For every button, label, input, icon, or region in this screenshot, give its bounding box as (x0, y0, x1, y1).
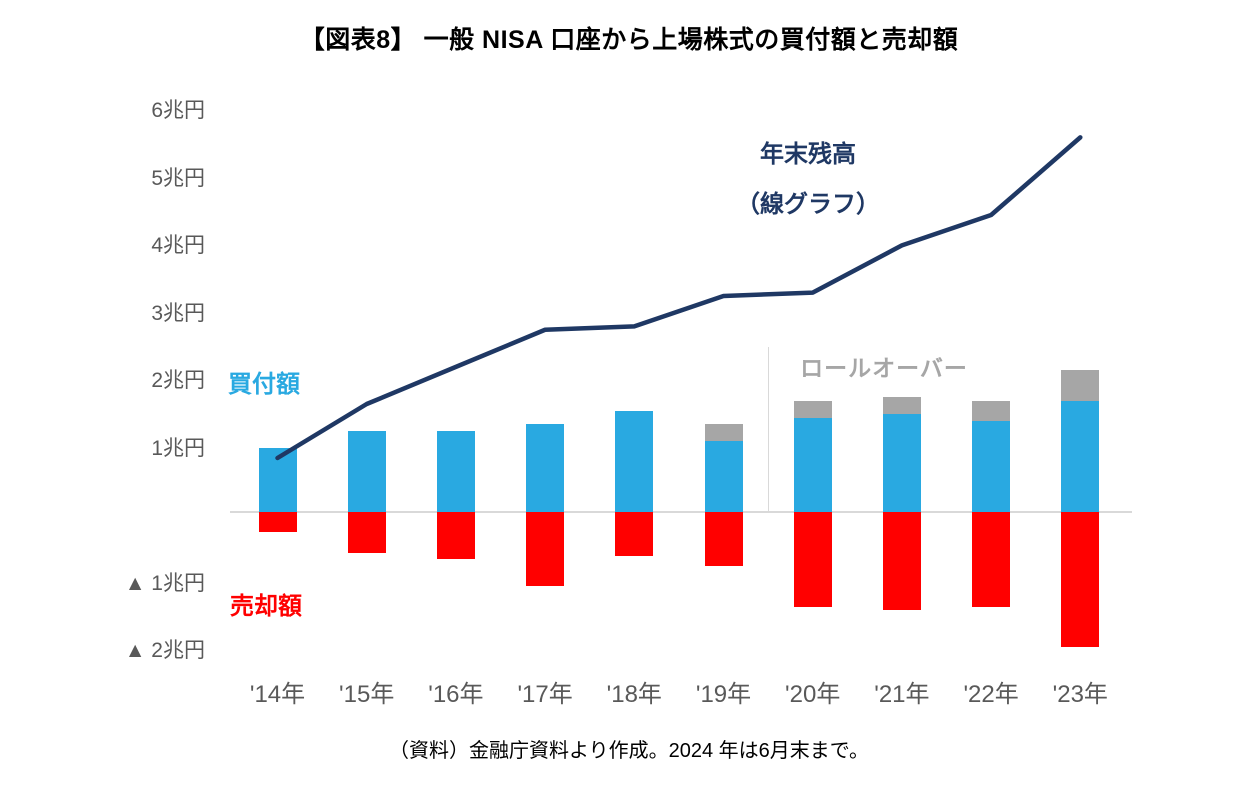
buy-bar (793, 417, 832, 512)
x-axis-tick-label: '21年 (874, 681, 930, 708)
y-axis-tick-label: 4兆円 (151, 234, 205, 257)
buy-bar (615, 410, 654, 512)
x-axis-tick-label: '20年 (785, 681, 841, 708)
x-axis-tick-label: '23年 (1052, 681, 1108, 708)
sell-bar (258, 512, 297, 533)
x-axis-tick-label: '19年 (695, 681, 752, 708)
buy-bar (972, 420, 1011, 512)
buy-bar (1061, 400, 1100, 512)
x-axis-baseline (230, 511, 1132, 513)
sell-bar (436, 512, 475, 560)
x-axis-tick-label: '17年 (517, 681, 573, 708)
buy-bar (347, 431, 386, 512)
rollover-bar (882, 397, 921, 415)
y-axis-tick-label: 1兆円 (151, 436, 205, 460)
x-axis-tick-label: '15年 (339, 681, 395, 708)
y-axis-tick-label: 3兆円 (151, 301, 205, 325)
sell-bar (347, 512, 386, 553)
buy-bar (882, 414, 921, 512)
sell-bar (972, 512, 1011, 607)
legend-balance-sub: （線グラフ） (736, 191, 880, 218)
x-axis-tick-label: '22年 (963, 681, 1019, 708)
legend-sell: 売却額 (230, 593, 302, 620)
y-axis-tick-label: 2兆円 (151, 369, 205, 392)
x-axis-tick-label: '14年 (249, 681, 306, 708)
rollover-period-divider (768, 347, 769, 512)
legend-balance-name: 年末残高 (760, 141, 856, 168)
source-note: （資料）金融庁資料より作成。2024 年は6月末まで。 (389, 740, 869, 762)
buy-bar (258, 447, 297, 512)
sell-bar (1061, 512, 1100, 647)
sell-bar (615, 512, 654, 556)
rollover-bar (704, 424, 743, 442)
x-axis-tick-label: '16年 (428, 681, 484, 708)
buy-bar (704, 441, 743, 512)
y-axis-tick-label: 5兆円 (151, 166, 205, 190)
y-axis-tick-label: ▲ 1兆円 (124, 571, 205, 595)
sell-bar (793, 512, 832, 607)
y-axis-tick-label: ▲ 2兆円 (124, 639, 205, 662)
sell-bar (704, 512, 743, 566)
legend-balance: 年末残高 （線グラフ） (698, 130, 918, 230)
x-axis-tick-label: '18年 (606, 681, 662, 708)
balance-polyline (275, 135, 1083, 461)
y-axis-tick-label: 6兆円 (151, 99, 205, 122)
legend-rollover: ロールオーバー (800, 355, 968, 381)
buy-bar (526, 424, 565, 512)
sell-bar (526, 512, 565, 587)
rollover-bar (793, 400, 832, 418)
rollover-bar (972, 400, 1011, 421)
sell-bar (882, 512, 921, 610)
chart-title: 【図表8】 一般 NISA 口座から上場株式の買付額と売却額 (299, 26, 959, 54)
buy-bar (436, 431, 475, 512)
rollover-bar (1061, 370, 1100, 401)
legend-buy: 買付額 (228, 371, 300, 398)
